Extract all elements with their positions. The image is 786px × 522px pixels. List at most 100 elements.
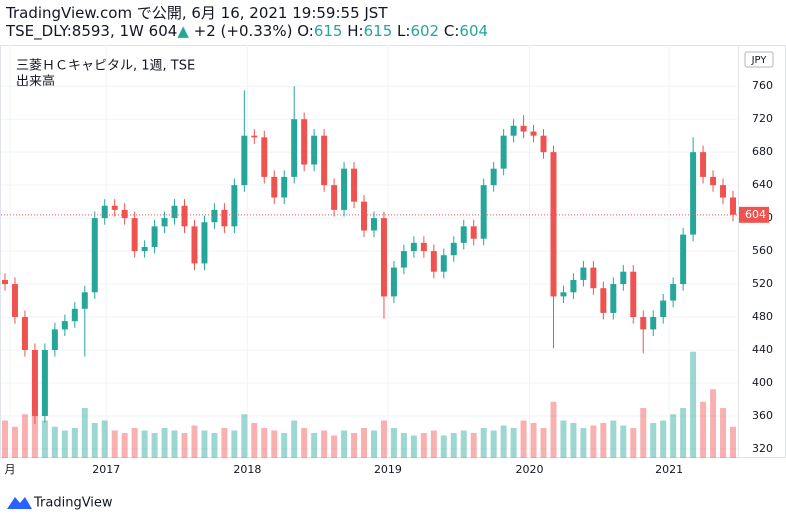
candle-body bbox=[580, 267, 587, 280]
candle-body bbox=[191, 226, 198, 264]
volume-bar bbox=[171, 430, 178, 458]
volume-bar bbox=[301, 428, 308, 458]
candle-body bbox=[450, 242, 457, 256]
volume-bar bbox=[121, 433, 128, 458]
candle-body bbox=[91, 218, 98, 293]
volume-bar bbox=[261, 428, 268, 458]
volume-bar bbox=[490, 430, 497, 458]
header: TradingView.com で公開, 6月 16, 2021 19:59:5… bbox=[6, 4, 488, 40]
candle-body bbox=[211, 209, 218, 223]
candle-body bbox=[81, 292, 88, 309]
candle-body bbox=[470, 226, 477, 239]
volume-bar bbox=[21, 414, 28, 458]
candle-body bbox=[101, 205, 108, 219]
candle-body bbox=[560, 292, 567, 297]
x-tick-label: 2017 bbox=[92, 463, 120, 476]
candle-body bbox=[420, 242, 427, 252]
y-tick-label: 400 bbox=[752, 376, 773, 389]
volume-bar bbox=[570, 423, 577, 458]
c: 604 bbox=[459, 22, 489, 40]
volume-bar bbox=[271, 430, 278, 458]
candle-body bbox=[570, 279, 577, 293]
candle-body bbox=[111, 205, 118, 210]
volume-bar bbox=[41, 420, 48, 458]
volume-bar bbox=[221, 428, 228, 458]
volume-bar bbox=[450, 433, 457, 458]
volume-bar bbox=[410, 435, 417, 458]
candle-body bbox=[271, 176, 278, 198]
volume-bar bbox=[650, 423, 657, 458]
volume-bar bbox=[720, 408, 727, 458]
volume-bar bbox=[111, 430, 118, 458]
candle-body bbox=[121, 209, 128, 219]
candle-body bbox=[660, 300, 667, 318]
candle-body bbox=[590, 267, 597, 289]
volume-bar bbox=[370, 430, 377, 458]
volume-bar bbox=[430, 430, 437, 458]
volume-bar bbox=[500, 425, 507, 458]
volume-bar bbox=[131, 428, 138, 458]
volume-bar bbox=[660, 420, 667, 458]
volume-bar bbox=[281, 433, 288, 458]
y-tick-label: 520 bbox=[752, 277, 773, 290]
candle-body bbox=[351, 168, 358, 202]
l: 602 bbox=[410, 22, 440, 40]
last: 604 bbox=[148, 22, 178, 40]
y-tick-label: 640 bbox=[752, 178, 773, 191]
brand[interactable]: TradingView bbox=[33, 496, 113, 511]
volume-bar bbox=[630, 428, 637, 458]
candle-body bbox=[311, 135, 318, 165]
candle-body bbox=[600, 288, 607, 313]
volume-bar bbox=[640, 408, 647, 458]
candle-body bbox=[550, 152, 557, 297]
candle-body bbox=[301, 119, 308, 165]
volume-bar bbox=[181, 433, 188, 458]
candle-body bbox=[151, 226, 158, 247]
y-tick-label: 440 bbox=[752, 343, 773, 356]
candle-body bbox=[430, 251, 437, 272]
volume-bar bbox=[91, 423, 98, 458]
x-tick-label: 2018 bbox=[233, 463, 261, 476]
currency-box bbox=[744, 51, 774, 68]
volume-bar bbox=[331, 435, 338, 458]
quote-line: TSE_DLY:8593, 1W 604▲ +2 (+0.33%) O:615 … bbox=[6, 22, 488, 40]
candle-body bbox=[500, 135, 507, 169]
x-tick-label: 2019 bbox=[374, 463, 402, 476]
candle-body bbox=[400, 251, 407, 268]
arrow: ▲ bbox=[177, 22, 189, 40]
last-price-label: 604 bbox=[745, 208, 766, 221]
candle-body bbox=[370, 218, 377, 231]
volume-bar bbox=[321, 430, 328, 458]
y-tick-label: 760 bbox=[752, 79, 773, 92]
y-tick-label: 720 bbox=[752, 112, 773, 125]
volume-bar bbox=[600, 423, 607, 458]
candle-body bbox=[690, 152, 697, 235]
candle-body bbox=[670, 284, 677, 301]
candle-body bbox=[520, 125, 527, 132]
candle-body bbox=[71, 308, 78, 322]
volume-bar bbox=[610, 420, 617, 458]
candle-body bbox=[2, 279, 8, 285]
change: +2 (+0.33%) bbox=[193, 22, 293, 40]
logo bbox=[7, 497, 32, 509]
volume-bar bbox=[31, 401, 38, 458]
x-tick-label: 月 bbox=[4, 463, 15, 476]
volume-bar bbox=[161, 428, 168, 458]
volume-bar bbox=[550, 401, 557, 458]
last-price-box bbox=[739, 206, 769, 223]
candle-body bbox=[720, 185, 727, 198]
volume-bar bbox=[590, 425, 597, 458]
candle-body bbox=[41, 350, 48, 416]
candle-body bbox=[141, 246, 148, 252]
candle-body bbox=[440, 255, 447, 272]
candle-body bbox=[380, 218, 387, 297]
candle-body bbox=[530, 131, 537, 136]
volume-bar bbox=[380, 420, 387, 458]
x-tick-label: 2020 bbox=[516, 463, 544, 476]
plot bbox=[1, 45, 738, 458]
candle-body bbox=[410, 242, 417, 252]
candle-body bbox=[51, 329, 58, 351]
candle-body bbox=[341, 168, 348, 210]
volume-bar bbox=[341, 430, 348, 458]
